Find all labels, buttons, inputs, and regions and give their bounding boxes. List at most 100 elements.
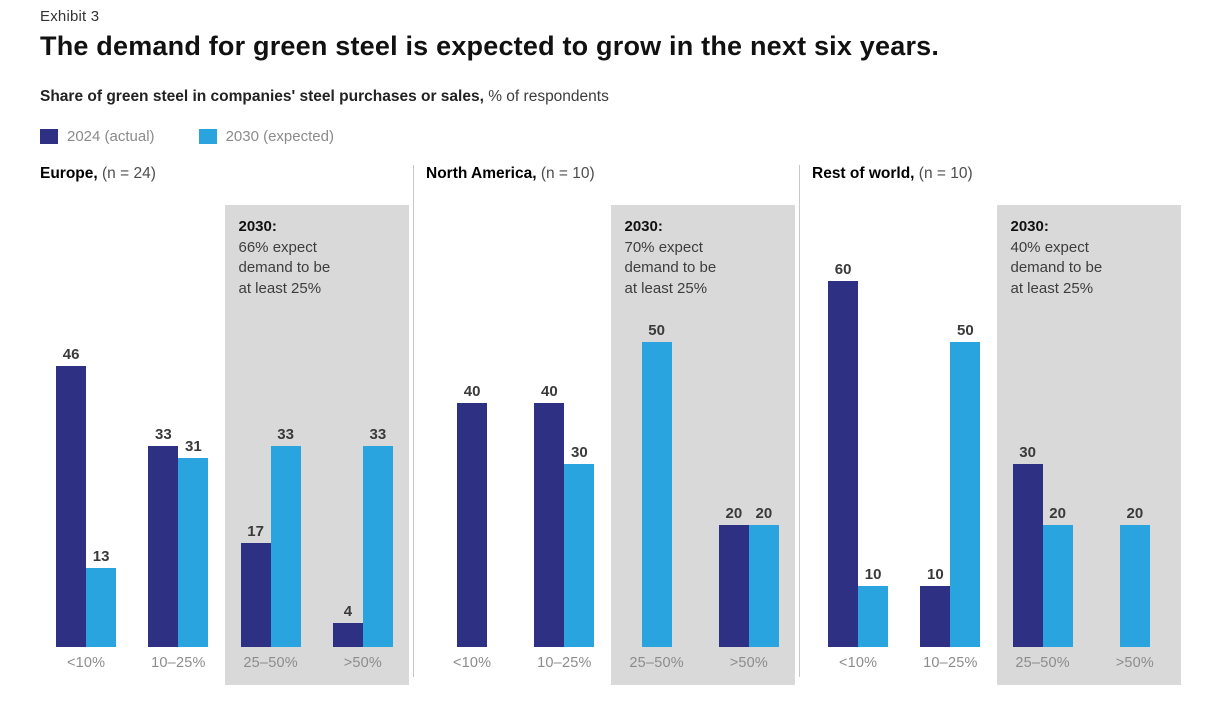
bar-value-label: 20	[725, 505, 743, 522]
bar-wrap: 40	[457, 383, 488, 647]
chart-subtitle: Share of green steel in companies' steel…	[40, 88, 1185, 106]
chart-panels: Europe, (n = 24) 2030: 66% expect demand to…	[40, 165, 1185, 685]
chart-subtitle-bold: Share of green steel in companies' steel…	[40, 88, 484, 105]
bar-value-label: 40	[541, 383, 558, 400]
callout-text: 2030: 66% expect demand to be at least 25%	[225, 205, 410, 312]
bar-2024	[56, 366, 87, 647]
bar-wrap: 33	[148, 426, 179, 647]
legend-swatch-icon	[198, 129, 217, 144]
callout-title: 2030:	[238, 218, 277, 235]
bar-2030	[858, 586, 889, 647]
bar-2030	[564, 464, 595, 647]
bar-2030	[1042, 525, 1073, 647]
bar-value-label: 10	[927, 566, 944, 583]
bar-wrap: 50	[641, 322, 672, 647]
bar-pair: 60 10	[828, 261, 889, 647]
panel-sample-size: (n = 24)	[102, 165, 156, 182]
bar-value-label: 10	[864, 566, 882, 583]
legend-item-2030: 2030 (expected)	[198, 128, 334, 145]
callout-line: 66% expect	[238, 238, 317, 256]
legend: 2024 (actual) 2030 (expected)	[40, 128, 1185, 145]
panel-chart: 2030: 70% expect demand to be at least 25% 4…	[426, 189, 796, 685]
bar-value-label: 20	[755, 505, 773, 522]
bar-pair: 46 13	[56, 346, 117, 647]
bar-wrap: 20	[1119, 505, 1150, 647]
plot-groups: 46 13 33 31 17 33 4 33	[40, 189, 409, 647]
bar-value-label: 33	[277, 426, 294, 443]
x-axis-tick-label: <10%	[838, 655, 878, 671]
bar-2030	[748, 525, 779, 647]
bar-2024	[534, 403, 565, 647]
bar-2024	[828, 281, 859, 647]
exhibit-page: Exhibit 3 The demand for green steel is …	[40, 8, 1185, 685]
bar-2024	[718, 525, 749, 647]
legend-label: 2030 (expected)	[225, 128, 334, 145]
bar-pair: 20	[1119, 505, 1150, 647]
bar-group: 40 30	[518, 189, 610, 647]
bar-pair: 10 50	[920, 322, 981, 647]
bar-wrap: 10	[920, 566, 951, 647]
callout-line: at least 25%	[1010, 280, 1094, 298]
callout-text: 2030: 70% expect demand to be at least 25%	[611, 205, 796, 312]
x-axis-labels: <10% 10–25% 25–50% >50%	[40, 647, 409, 677]
x-axis-tick-label: <10%	[66, 655, 106, 671]
panel-chart: 2030: 66% expect demand to be at least 25% 4…	[40, 189, 410, 685]
plot-groups: 40 40 30 50 20 20	[426, 189, 795, 647]
callout-line: at least 25%	[238, 280, 322, 298]
bar-value-label: 17	[247, 523, 264, 540]
callout-line: at least 25%	[624, 280, 708, 298]
bar-pair: 40	[457, 383, 488, 647]
bar-wrap: 30	[564, 444, 595, 647]
bar-value-label: 31	[185, 438, 202, 455]
bar-pair: 4 33	[332, 426, 393, 647]
bar-2024	[148, 446, 179, 647]
bar-pair: 33 31	[148, 426, 209, 647]
bar-wrap: 17	[240, 523, 271, 647]
bar-value-label: 50	[648, 322, 665, 339]
panel-sample-size: (n = 10)	[540, 165, 595, 182]
chart-panel-1: North America, (n = 10) 2030: 70% expect de…	[413, 165, 799, 685]
bar-2030	[950, 342, 981, 647]
x-axis-tick-label: <10%	[452, 655, 492, 671]
bar-group: 20 20	[703, 189, 795, 647]
callout-line: demand to be	[1010, 259, 1103, 277]
bar-wrap: 13	[86, 548, 117, 647]
bar-2024	[240, 543, 271, 647]
bar-wrap: 10	[858, 566, 889, 647]
x-axis-tick-label: 25–50%	[1015, 655, 1070, 671]
bar-value-label: 33	[369, 426, 387, 443]
bar-value-label: 60	[834, 261, 852, 278]
bar-group: 60 10	[812, 189, 904, 647]
bar-value-label: 40	[463, 383, 481, 400]
exhibit-label: Exhibit 3	[40, 8, 100, 25]
bar-pair: 40 30	[534, 383, 595, 647]
plot-groups: 60 10 10 50 30 20 20	[812, 189, 1181, 647]
callout-line: demand to be	[238, 259, 331, 277]
bar-2024	[332, 623, 363, 647]
bar-value-label: 30	[1019, 444, 1036, 461]
legend-label: 2024 (actual)	[67, 128, 155, 145]
bar-wrap: 50	[950, 322, 981, 647]
bar-value-label: 46	[62, 346, 80, 363]
bar-group: 17 33	[225, 189, 317, 647]
callout-line: demand to be	[624, 259, 717, 277]
bar-2024	[920, 586, 951, 647]
bar-group: 40	[426, 189, 518, 647]
x-axis-tick-label: >50%	[729, 655, 769, 671]
chart-panel-0: Europe, (n = 24) 2030: 66% expect demand to…	[40, 165, 413, 685]
bar-group: 33 31	[132, 189, 224, 647]
bar-pair: 20 20	[718, 505, 779, 647]
bar-group: 46 13	[40, 189, 132, 647]
bar-2030	[86, 568, 117, 647]
x-axis-tick-label: 10–25%	[151, 655, 206, 671]
x-axis-labels: <10% 10–25% 25–50% >50%	[426, 647, 795, 677]
x-axis-tick-label: >50%	[1115, 655, 1155, 671]
callout-title: 2030:	[1010, 218, 1049, 235]
callout-text: 2030: 40% expect demand to be at least 25%	[997, 205, 1182, 312]
bar-group: 4 33	[317, 189, 409, 647]
panel-sample-size: (n = 10)	[918, 165, 973, 182]
callout-line: 40% expect	[1010, 238, 1089, 256]
chart-subtitle-units: % of respondents	[483, 88, 609, 105]
bar-value-label: 50	[957, 322, 974, 339]
bar-2030	[270, 446, 301, 647]
